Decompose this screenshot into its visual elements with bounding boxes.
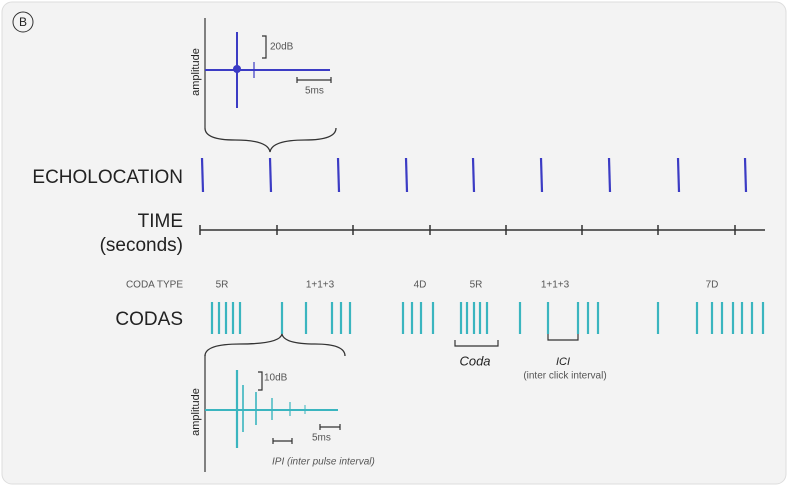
panel-label: B [19,15,27,29]
time-label: TIME [138,211,183,232]
ici-bracket [547,334,579,341]
echolocation-click [743,157,748,193]
echolocation-click [200,157,205,193]
ici-note: (inter click interval) [523,371,606,382]
time-unit: (seconds) [100,235,183,256]
scale-amplitude: 10dB [264,373,288,384]
ipi-label: IPI (inter pulse interval) [272,457,375,468]
brace [204,333,346,357]
echolocation-label: ECHOLOCATION [32,167,183,188]
coda-type: 4D [414,280,427,291]
echolocation-click [404,157,409,193]
coda-label: Coda [459,353,490,368]
echolocation-click [607,157,612,193]
coda-type: 1+1+3 [541,280,570,291]
echolocation-click [471,157,476,193]
waveform-peak [233,65,241,73]
brace [204,127,337,153]
coda-type: 5R [470,280,483,291]
scale-bracket [262,35,267,59]
coda-type: 1+1+3 [306,280,335,291]
panel-badge [12,11,34,33]
ipi-bracket [272,438,293,444]
scale-bracket [258,371,263,391]
scale-time: 5ms [312,433,331,444]
echolocation-click [336,157,341,193]
coda-bracket [454,340,499,347]
coda-type: 7D [706,280,719,291]
codas-label: CODAS [115,309,183,330]
echolocation-click [539,157,544,193]
scale-time: 5ms [305,86,324,97]
scale-amplitude: 20dB [270,42,294,53]
coda-type-label: CODA TYPE [126,280,183,291]
echolocation-click [268,157,273,193]
inset-y-label: amplitude [190,48,202,96]
inset-y-label: amplitude [190,388,202,436]
scale-bar [319,424,341,430]
scale-bar [296,77,332,83]
echolocation-click [676,157,681,193]
ici-label: ICI [556,356,570,368]
coda-type: 5R [216,280,229,291]
